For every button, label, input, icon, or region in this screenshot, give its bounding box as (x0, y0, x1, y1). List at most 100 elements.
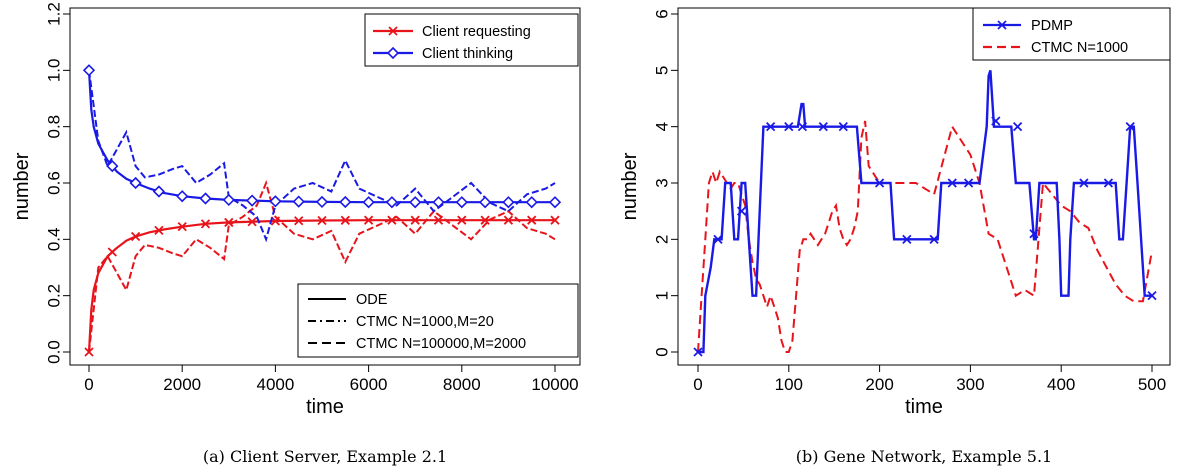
a-legend-marker (386, 46, 400, 60)
b-pdmp-point-b (693, 347, 703, 357)
b-x-tick-label: 100 (775, 375, 803, 394)
a-requesting-point (480, 215, 490, 225)
a-legend-series-box (364, 13, 579, 67)
a-requesting-point-b (457, 215, 467, 225)
b-y-tick-label: 5 (653, 66, 672, 75)
b-legend-label: PDMP (1031, 18, 1073, 34)
b-legend-marker (997, 20, 1007, 30)
b-pdmp-point-b (766, 122, 776, 132)
a-legend-label: Client requesting (422, 24, 531, 40)
a-requesting-point-b (433, 215, 444, 225)
a-x-tick-label: 0 (84, 375, 93, 394)
a-requesting-point-b (317, 215, 327, 226)
a-y-tick-label: 1.2 (45, 2, 64, 26)
b-pdmp-point-b (784, 122, 794, 132)
b-plot-frame (677, 7, 1171, 366)
a-thinking-ode-line (87, 70, 555, 204)
b-pdmp-point-b (991, 116, 1001, 126)
a-thinking-point (152, 185, 166, 198)
a-thinking-point (82, 64, 96, 77)
b-pdmp-point (963, 178, 974, 188)
b-y-tick-label: 6 (653, 9, 672, 18)
b-pdmp-point-b (797, 122, 808, 132)
b-y-tick-label: 4 (653, 122, 672, 131)
a-requesting-point (433, 215, 444, 225)
a-legend-marker-b (388, 26, 398, 36)
a-y-tick-label: 1.0 (45, 59, 64, 83)
a-requesting-point (154, 225, 164, 236)
a-x-tick-label: 2000 (163, 375, 201, 394)
b-x-axis-label: time (905, 396, 943, 418)
b-x-tick-label: 0 (693, 375, 702, 394)
b-pdmp-point (1103, 178, 1114, 188)
a-requesting-point (317, 215, 327, 226)
b-pdmp-point (929, 234, 939, 244)
a-requesting-point-b (84, 347, 94, 357)
a-requesting-point (247, 217, 257, 227)
b-pdmp-point-b (929, 234, 939, 244)
a-requesting-point-b (224, 217, 234, 228)
a-thinking-point (292, 195, 305, 208)
a-requesting-point-b (130, 231, 141, 242)
b-x-tick-label: 300 (956, 375, 984, 394)
a-requesting-point (527, 215, 537, 225)
b-pdmp-point (818, 122, 828, 132)
b-pdmp-point-b (1029, 229, 1039, 239)
a-requesting-point (107, 247, 117, 257)
b-ctmc-line (697, 120, 1153, 353)
a-requesting-point-b (200, 219, 211, 229)
a-thinking-point (432, 196, 445, 209)
a-requesting-point-b (410, 215, 420, 225)
b-pdmp-point (947, 178, 957, 188)
a-requesting-point-b (107, 247, 117, 257)
a-requesting-point (340, 215, 350, 225)
b-legend-marker-b (997, 20, 1007, 30)
a-legend-method-label: CTMC N=1000,M=20 (356, 314, 494, 330)
a-requesting-point (410, 215, 420, 225)
b-y-tick-label: 2 (653, 235, 672, 244)
a-requesting-point-b (363, 215, 374, 225)
b-pdmp-point-b (1012, 122, 1023, 132)
a-legend-marker (388, 26, 398, 36)
a-requesting-point-b (270, 216, 281, 226)
a-requesting-point (363, 215, 374, 225)
a-thinking-point (548, 196, 562, 209)
a-thinking-ctmc-line (88, 70, 556, 243)
a-requesting-point-b (294, 216, 304, 226)
b-pdmp-point (1147, 291, 1157, 301)
a-thinking-point (362, 196, 375, 209)
b-caption: (b) Gene Network, Example 5.1 (796, 447, 1052, 466)
a-requesting-ode-line (87, 219, 555, 353)
b-pdmp-point (766, 122, 776, 132)
b-pdmp-point (1029, 229, 1039, 239)
b-pdmp-point-b (902, 234, 912, 244)
a-thinking-point (199, 192, 212, 205)
b-pdmp-point (736, 206, 747, 216)
b-pdmp-point-b (736, 206, 747, 216)
b-pdmp-point (838, 122, 848, 132)
a-requesting-point (130, 231, 141, 242)
a-thinking-point (176, 190, 189, 203)
b-pdmp-point (784, 122, 794, 132)
a-requesting-point (177, 222, 187, 232)
a-x-tick-label: 6000 (350, 375, 388, 394)
a-y-tick-label: 0.8 (45, 115, 64, 139)
b-pdmp-point-b (818, 122, 828, 132)
b-pdmp-point (1125, 122, 1135, 132)
b-pdmp-point-b (1079, 178, 1089, 188)
a-caption: (a) Client Server, Example 2.1 (203, 447, 447, 466)
b-y-tick-label: 3 (653, 178, 672, 187)
a-requesting-point-b (503, 215, 514, 225)
a-thinking-point (245, 194, 259, 207)
b-pdmp-point-b (947, 178, 957, 188)
a-requesting-point (84, 347, 94, 357)
b-pdmp-point (991, 116, 1001, 126)
b-pdmp-point-b (1147, 291, 1157, 301)
b-pdmp-point-b (713, 234, 723, 244)
b-pdmp-point-b (963, 178, 974, 188)
a-requesting-point (503, 215, 514, 225)
b-pdmp-point (693, 347, 703, 357)
a-requesting-point-b (340, 215, 350, 225)
b-y-tick-label: 1 (653, 291, 672, 300)
b-pdmp-point (902, 234, 912, 244)
